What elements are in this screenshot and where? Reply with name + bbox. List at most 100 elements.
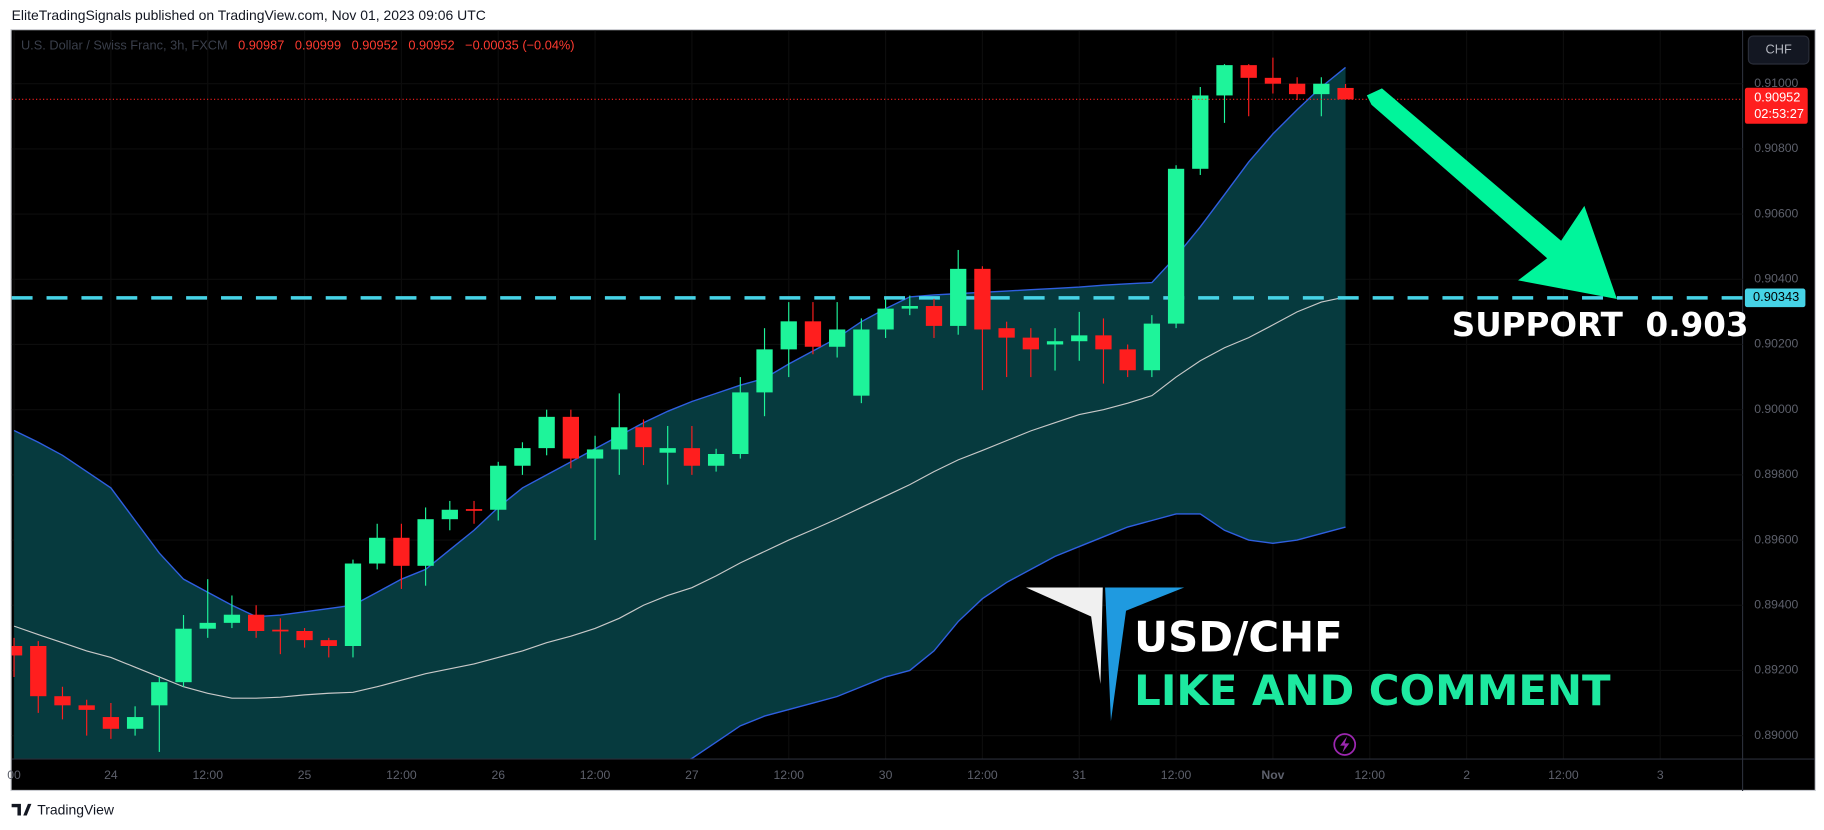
y-tick-label: 0.90600 [1754, 206, 1798, 220]
last-price-label: 0.90952 [1754, 90, 1800, 105]
candle-body [151, 682, 168, 706]
candle-body [126, 717, 144, 729]
candle-body [1337, 87, 1354, 100]
ohlc-open: 0.90987 [238, 38, 284, 53]
support-price-label: 0.90343 [1753, 289, 1799, 304]
band-fill [14, 67, 1346, 759]
y-tick-label: 0.90200 [1754, 337, 1798, 351]
candle-body [1143, 323, 1161, 371]
candle-body [1192, 95, 1209, 169]
logo-right [1105, 587, 1185, 722]
plot-area [11, 30, 1743, 759]
x-tick-label: 12:00 [1548, 768, 1579, 782]
candle-body [1071, 335, 1088, 342]
candle-body [1264, 77, 1282, 84]
y-tick-label: 0.90000 [1754, 402, 1798, 416]
alert-icon[interactable] [1333, 733, 1357, 756]
x-tick-label: 00 [7, 768, 21, 782]
candle-body [586, 449, 604, 459]
candle-body [1216, 65, 1233, 96]
candle-body [707, 454, 725, 466]
candle-body [1240, 65, 1257, 78]
y-tick-label: 0.89200 [1754, 663, 1798, 677]
ohlc-close: 0.90952 [408, 38, 454, 53]
x-tick-label: 12:00 [967, 768, 998, 782]
candle-body [1288, 83, 1306, 95]
currency-button[interactable] [1747, 35, 1810, 65]
x-tick-label: 12:00 [773, 768, 804, 782]
candle-body [369, 537, 386, 564]
annotation-pair: USD/CHF [1134, 612, 1343, 661]
candle-body [490, 465, 507, 510]
candle-body [635, 427, 652, 448]
support-price-box [1744, 288, 1806, 308]
candle-body [296, 631, 313, 641]
candle-body [223, 614, 241, 623]
candle-body [11, 645, 23, 656]
publish-header: EliteTradingSignals published on Trading… [12, 7, 486, 23]
symbol-title: U.S. Dollar / Swiss Franc, 3h, FXCM [21, 38, 228, 53]
alert-bolt [1340, 736, 1350, 753]
candle-body [514, 448, 531, 466]
ohlc-low: 0.90952 [352, 38, 398, 53]
logo-left [1026, 587, 1103, 685]
candle-body [1022, 337, 1039, 350]
y-tick-label: 0.91000 [1754, 76, 1798, 90]
candle-body [853, 329, 870, 396]
support-annotation: SUPPORT 0.903 [1452, 306, 1749, 344]
y-tick-label: 0.89800 [1754, 467, 1798, 481]
candle-body [732, 392, 749, 455]
candle-body [199, 622, 216, 629]
candle-body [272, 629, 289, 632]
candle-body [756, 349, 773, 393]
candle-body [417, 519, 434, 566]
candle-body [829, 329, 846, 347]
x-tick-label: 12:00 [192, 768, 223, 782]
down-arrow [1366, 88, 1617, 299]
candle-body [780, 321, 797, 350]
y-tick-label: 0.89400 [1754, 597, 1798, 611]
last-price-box [1744, 87, 1808, 124]
tv-logo [11, 803, 32, 816]
candle-body [248, 614, 265, 632]
candle-body [804, 321, 822, 347]
candle-body [925, 306, 943, 326]
candle-body [102, 717, 120, 729]
band-basis [13, 296, 1346, 699]
x-tick-label: 25 [298, 768, 312, 782]
x-tick-label: 27 [685, 768, 699, 782]
candle-body [54, 696, 71, 706]
countdown-label: 02:53:27 [1754, 106, 1804, 121]
candle-body [320, 640, 337, 646]
candle-body [441, 509, 458, 520]
currency-label[interactable]: CHF [1765, 41, 1791, 56]
candle-body [659, 448, 676, 453]
band-lower [690, 513, 1346, 759]
candle-body [393, 537, 410, 566]
candle-body [30, 645, 47, 697]
band-upper [13, 66, 1346, 618]
candle-body [611, 427, 628, 450]
ohlc-change: −0.00035 (−0.04%) [465, 38, 574, 53]
candle-body [901, 306, 918, 309]
candle-body [1046, 341, 1064, 345]
candle-body [465, 509, 483, 511]
x-tick-label: Nov [1261, 768, 1284, 782]
x-tick-label: 3 [1657, 768, 1664, 782]
axes: 0.89000 0.89200 0.89400 0.89600 0.89800 0.900… [7, 76, 1808, 782]
x-tick-label: 30 [879, 768, 893, 782]
candle-body [1167, 168, 1185, 324]
candle-body [974, 268, 991, 330]
y-tick-label: 0.90400 [1754, 272, 1798, 286]
candle-body [78, 705, 95, 710]
annotation-cta: LIKE AND COMMENT [1134, 666, 1611, 715]
candle-body [344, 563, 362, 646]
ohlc-high: 0.90999 [295, 38, 341, 53]
footer-brand: TradingView [37, 801, 115, 817]
candle-body [683, 448, 701, 466]
x-tick-label: 12:00 [580, 768, 611, 782]
candle-body [1095, 335, 1112, 350]
x-tick-label: 2 [1463, 768, 1470, 782]
